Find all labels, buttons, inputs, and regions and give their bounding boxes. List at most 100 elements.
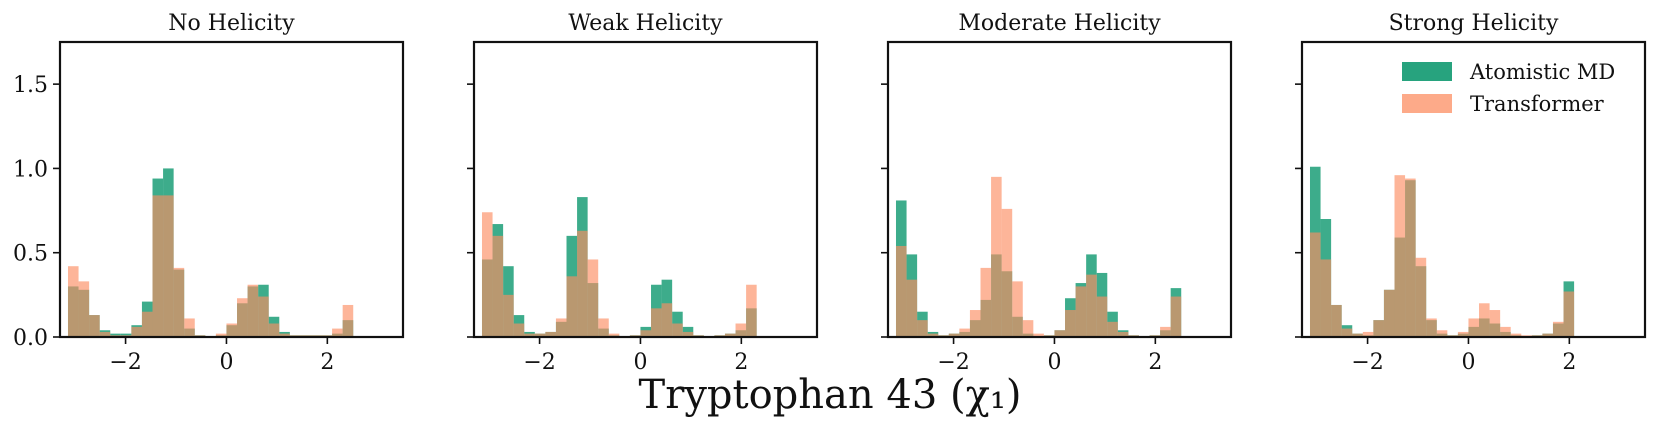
- histogram-bar: [746, 284, 757, 337]
- histogram-bar: [184, 318, 195, 337]
- panel: Weak Helicity −2 0 2: [467, 11, 819, 375]
- y-tick-label: 0.0: [13, 326, 48, 351]
- histogram-bar: [969, 310, 981, 337]
- x-tick-label: −2: [523, 350, 555, 375]
- series-atomistic-md: [895, 200, 1182, 337]
- legend-label: Transformer: [1470, 92, 1605, 116]
- panel-frame: [58, 40, 405, 339]
- panel-frame: [886, 40, 1233, 339]
- series-transformer: [1309, 175, 1575, 337]
- histogram-bar: [1563, 291, 1575, 337]
- histogram-bar: [959, 328, 970, 337]
- histogram-bar: [587, 259, 599, 337]
- x-tick-label: 2: [734, 350, 748, 375]
- histogram-bar: [1405, 178, 1416, 337]
- x-tick-label: −2: [1351, 350, 1383, 375]
- histogram-bar: [237, 298, 248, 337]
- histogram-bar: [534, 333, 546, 337]
- histogram-bar: [524, 333, 535, 337]
- histogram-bar: [131, 326, 142, 337]
- histogram-bar: [342, 304, 354, 337]
- histogram-bar: [1500, 326, 1511, 337]
- histogram-bar: [110, 333, 121, 337]
- histogram-bar: [577, 230, 588, 337]
- histogram-bar: [1457, 331, 1469, 337]
- histogram-bar: [89, 315, 100, 337]
- x-tick-label: 2: [1148, 350, 1162, 375]
- series-transformer: [895, 176, 1182, 337]
- panel-title: Moderate Helicity: [958, 11, 1161, 36]
- histogram-bar: [268, 323, 280, 337]
- histogram-bar: [555, 318, 567, 337]
- histogram-bar: [1160, 326, 1171, 337]
- panel-title: Weak Helicity: [568, 11, 723, 36]
- histogram-bar: [682, 331, 694, 337]
- x-tick-label: 0: [1461, 350, 1475, 375]
- histogram-bar: [1033, 333, 1044, 337]
- x-tick-label: −2: [109, 350, 141, 375]
- legend-label: Atomistic MD: [1469, 60, 1615, 84]
- histogram-bar: [1001, 208, 1013, 337]
- histogram-bar: [1107, 321, 1118, 337]
- histogram-bar: [948, 333, 960, 337]
- histogram-bar: [152, 195, 164, 337]
- histogram-bar: [1552, 321, 1564, 337]
- histogram-bar: [120, 333, 132, 337]
- panel: Strong Helicity −2 0 2 Atomistic MD Transform…: [1295, 11, 1647, 375]
- histogram-bar: [141, 311, 153, 337]
- histogram-bar: [991, 176, 1002, 337]
- histogram-bar: [279, 333, 290, 337]
- histogram-bar: [895, 245, 907, 337]
- histogram-bar: [566, 276, 578, 337]
- histogram-bar: [1086, 274, 1097, 337]
- x-tick-label: −2: [937, 350, 969, 375]
- histogram-bar: [1394, 175, 1406, 337]
- histogram-bar: [1012, 281, 1023, 337]
- histogram-bar: [247, 284, 259, 337]
- legend-swatch: [1402, 62, 1452, 81]
- histogram-bar: [1331, 304, 1342, 337]
- x-axis-label: Tryptophan 43 (χ₁): [639, 372, 1022, 418]
- histogram-bar: [1341, 328, 1353, 337]
- histogram-bar: [1489, 310, 1501, 337]
- x-tick-label: 0: [1047, 350, 1061, 375]
- histogram-bar: [1309, 232, 1321, 337]
- x-tick-label: 0: [219, 350, 233, 375]
- histogram-bar: [917, 320, 928, 337]
- panel-title: No Helicity: [168, 11, 295, 36]
- histogram-bar: [1479, 303, 1490, 337]
- series-atomistic-md: [481, 197, 757, 337]
- panel-title: Strong Helicity: [1389, 11, 1559, 36]
- histogram-bar: [598, 318, 609, 337]
- histogram-bar: [640, 330, 652, 337]
- histogram-bar: [1436, 330, 1448, 337]
- histogram-bar: [906, 279, 918, 337]
- histogram-bar: [545, 331, 556, 337]
- histogram-bar: [1096, 296, 1108, 337]
- histogram-bar: [1022, 320, 1034, 337]
- histogram-bar: [67, 266, 79, 337]
- histogram-bar: [1426, 318, 1437, 337]
- panel: Moderate Helicity −2 0 2: [881, 11, 1233, 375]
- histogram-bar: [78, 281, 90, 337]
- x-tick-label: 0: [633, 350, 647, 375]
- histogram-bar: [1373, 320, 1384, 337]
- histogram-bar: [1510, 333, 1522, 337]
- histogram-bar: [1362, 331, 1374, 337]
- histogram-bar: [492, 235, 504, 337]
- histogram-bar: [1170, 296, 1182, 337]
- histogram-bar: [1117, 331, 1129, 337]
- histogram-bar: [1352, 333, 1363, 337]
- histogram-bar: [173, 267, 185, 337]
- histogram-bar: [215, 333, 227, 337]
- histogram-bar: [608, 333, 620, 337]
- legend: Atomistic MD Transformer: [1402, 60, 1615, 116]
- panel-frame: [472, 40, 819, 339]
- histogram-bar: [481, 212, 493, 337]
- histogram-bar: [513, 323, 525, 337]
- histogram-bar: [99, 331, 111, 337]
- series-atomistic-md: [67, 168, 354, 337]
- series-transformer: [481, 212, 757, 337]
- y-tick-label: 1.0: [13, 157, 48, 182]
